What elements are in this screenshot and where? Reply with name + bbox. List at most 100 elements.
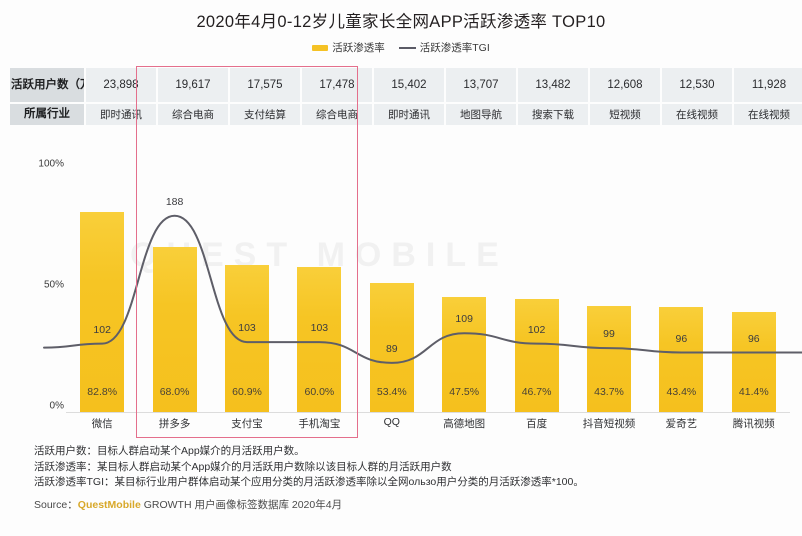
bar-column: 53.4% (369, 282, 414, 412)
table-cell-users-8: 12,530 (662, 68, 732, 102)
table-cell-users-4: 15,402 (374, 68, 444, 102)
bar-column: 46.7% (514, 299, 559, 412)
x-axis-label-9: 腾讯视频 (732, 418, 775, 430)
chart-legend: 活跃渗透率 活跃渗透率TGI (0, 40, 802, 55)
source-prefix: Source： (34, 498, 78, 511)
bar-column: 60.0% (297, 266, 342, 412)
x-axis-label-8: 爱奇艺 (665, 418, 698, 430)
chart-plot-area: 100% 50% 0% 82.8% 68.0% 60.9% 60.0% 53.4% 47.… (0, 150, 802, 440)
bar-8 (659, 306, 704, 412)
table-cell-users-3: 17,478 (302, 68, 372, 102)
tgi-value-label-8: 96 (675, 332, 688, 345)
bar-value-label-3: 60.0% (304, 386, 335, 398)
legend-item-tgi: 活跃渗透率TGI (398, 40, 490, 55)
bar-value-label-9: 41.4% (738, 386, 769, 398)
x-axis-label-5: 高德地图 (443, 418, 486, 430)
table-cell-users-6: 13,482 (518, 68, 588, 102)
bar-7 (587, 306, 631, 412)
bar-value-label-7: 43.7% (594, 386, 624, 398)
bar-5 (442, 297, 487, 412)
x-axis-label-2: 支付宝 (231, 418, 263, 430)
footnote-2: 活跃渗透率TGI：某目标行业用户群体启动某个应用分类的月活跃渗透率除以全网оль… (34, 476, 584, 488)
bar-column: 47.5% (442, 297, 487, 412)
bar-column: 43.4% (659, 306, 704, 412)
bar-value-label-6: 46.7% (521, 386, 552, 398)
bar-value-label-1: 68.0% (159, 386, 190, 398)
bar-column: 41.4% (731, 311, 776, 412)
x-axis-label-1: 拼多多 (158, 418, 191, 430)
x-axis-line (66, 412, 790, 413)
summary-table: 活跃用户数（万） 23,898 19,617 17,575 17,478 15,… (8, 66, 802, 127)
source-line: Source：QuestMobile GROWTH 用户画像标签数据库 2020… (34, 497, 794, 512)
y-tick-100: 100% (38, 158, 64, 170)
x-axis-label-0: 微信 (91, 418, 113, 430)
bar-9 (731, 311, 776, 412)
bar-2 (225, 264, 269, 412)
table-row-active-users: 活跃用户数（万） 23,898 19,617 17,575 17,478 15,… (10, 68, 802, 102)
legend-label-tgi: 活跃渗透率TGI (419, 42, 490, 54)
source-brand: QuestMobile (77, 498, 141, 511)
source-suffix: GROWTH 用户画像标签数据库 2020年4月 (140, 498, 343, 511)
tgi-value-label-4: 89 (385, 342, 398, 355)
bar-value-label-5: 47.5% (449, 386, 480, 398)
table-cell-industry-2: 支付结算 (230, 104, 300, 125)
bar-column: 43.7% (587, 306, 631, 412)
y-tick-50: 50% (43, 279, 64, 291)
table-cell-users-5: 13,707 (446, 68, 516, 102)
bar-column: 60.9% (225, 264, 269, 412)
tgi-value-label-9: 96 (747, 332, 760, 345)
bar-group: 82.8% 68.0% 60.9% 60.0% 53.4% 47.5% 46.7% 43.7%… (66, 164, 790, 412)
tgi-line-path (43, 214, 802, 364)
legend-line-swatch-icon (398, 46, 416, 49)
table-row-industries: 所属行业 即时通讯 综合电商 支付结算 综合电商 即时通讯 地图导航 搜索下载 … (10, 104, 802, 125)
footnote-0: 活跃用户数：目标人群启动某个App媒介的月活跃用户数。 (34, 445, 305, 457)
table-cell-industry-7: 短视频 (590, 104, 660, 125)
legend-label-penetration: 活跃渗透率 (332, 42, 385, 54)
table-cell-users-9: 11,928 (734, 68, 802, 102)
x-axis-labels: 微信 拼多多 支付宝 手机淘宝 QQ 高德地图 百度 抖音短视频 爱奇艺 腾讯视频 (66, 416, 790, 440)
bar-value-label-4: 53.4% (376, 386, 407, 398)
row-header-industry: 所属行业 (10, 104, 84, 125)
table-cell-users-7: 12,608 (590, 68, 660, 102)
table-cell-industry-6: 搜索下载 (518, 104, 588, 125)
bar-value-label-2: 60.9% (232, 386, 262, 398)
page-title: 2020年4月0-12岁儿童家长全网APP活跃渗透率 TOP10 (196, 13, 606, 31)
bar-0 (80, 211, 125, 412)
bar-value-label-8: 43.4% (666, 386, 697, 398)
tgi-value-label-6: 102 (527, 323, 546, 336)
bar-6 (514, 299, 559, 412)
tgi-value-label-5: 109 (455, 313, 473, 326)
table-cell-industry-1: 综合电商 (158, 104, 228, 125)
table-cell-users-1: 19,617 (158, 68, 228, 102)
y-tick-0: 0% (49, 400, 64, 412)
table-cell-industry-3: 综合电商 (302, 104, 372, 125)
table-cell-users-2: 17,575 (230, 68, 300, 102)
table-cell-industry-5: 地图导航 (446, 104, 516, 125)
x-axis-label-4: QQ (383, 416, 400, 428)
bar-column: 68.0% (152, 247, 197, 412)
bar-3 (297, 266, 342, 412)
y-axis: 100% 50% 0% (22, 150, 66, 412)
bar-value-label-0: 82.8% (87, 386, 118, 398)
table-cell-industry-9: 在线视频 (734, 104, 802, 125)
table-cell-industry-8: 在线视频 (662, 104, 732, 125)
x-axis-label-3: 手机淘宝 (298, 418, 341, 430)
tgi-value-label-0: 102 (93, 323, 111, 336)
tgi-value-label-7: 99 (603, 328, 615, 341)
table-cell-industry-0: 即时通讯 (86, 104, 156, 125)
footnote-1: 活跃渗透率：某目标人群启动某个App媒介的月活跃用户数除以该目标人群的月活跃用户… (34, 460, 452, 473)
tgi-value-label-1: 188 (165, 195, 184, 208)
bar-1 (152, 247, 197, 412)
legend-bar-swatch-icon (312, 44, 329, 51)
bar-4 (369, 282, 414, 412)
table-cell-users-0: 23,898 (86, 68, 156, 102)
tgi-line-series (43, 214, 802, 364)
bar-column: 82.8% (80, 211, 125, 412)
table-cell-industry-4: 即时通讯 (374, 104, 444, 125)
tgi-value-label-3: 103 (310, 322, 329, 335)
row-header-active-users: 活跃用户数（万） (10, 68, 84, 102)
footnotes: 活跃用户数：目标人群启动某个App媒介的月活跃用户数。 活跃渗透率：某目标人群启… (34, 444, 794, 512)
legend-item-penetration: 活跃渗透率 (312, 40, 385, 55)
tgi-value-label-2: 103 (238, 322, 256, 335)
